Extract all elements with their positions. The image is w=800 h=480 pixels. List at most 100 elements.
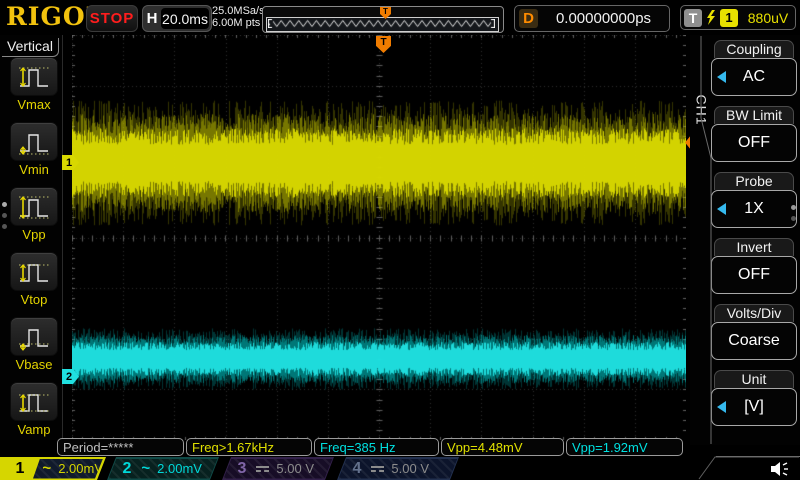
waveform-display: [72, 35, 686, 440]
sidebar-item-vpp[interactable]: Vpp: [10, 187, 58, 242]
run-stop-status[interactable]: STOP: [86, 5, 138, 32]
channel-number-cell: 1: [0, 458, 40, 479]
ac-coupling-icon: ~: [141, 459, 151, 477]
sample-rate: 25.0MSa/s: [212, 5, 265, 17]
sidebar-item-vmin[interactable]: Vmin: [10, 122, 58, 177]
menu-item-bw-limit: BW Limit OFF: [711, 106, 797, 162]
channel-number: 3: [237, 459, 247, 477]
beeper-area: [716, 456, 800, 480]
menu-item-title: Invert: [714, 238, 794, 256]
preview-wave: [268, 19, 495, 28]
measurement-slot-2[interactable]: Freq>1.67kHz: [186, 438, 312, 456]
menu-item-value: 1X: [744, 200, 764, 217]
channel-scale: 2.00mV: [157, 461, 202, 476]
sidebar-item-label: Vtop: [20, 292, 48, 307]
measurement-slot-3[interactable]: Freq=385 Hz: [314, 438, 439, 456]
trigger-label: T: [684, 8, 702, 27]
channel-2-badge[interactable]: 2 ~2.00mV: [107, 457, 219, 480]
trigger-source-badge: 1: [720, 8, 738, 27]
left-menu-panel: [0, 35, 63, 440]
menu-item-unit: Unit [V]: [711, 370, 797, 426]
menu-item-value: OFF: [738, 134, 770, 151]
channel-4-badge-body: 4 5.00 V: [338, 458, 458, 479]
delay-box[interactable]: D 0.00000000ps: [514, 5, 670, 32]
left-arrow-icon: [717, 401, 726, 413]
vmax-icon: [17, 62, 51, 92]
channel-1-badge[interactable]: 1 ~2.00mV: [0, 457, 106, 480]
sidebar-item-vamp[interactable]: Vamp: [10, 382, 58, 437]
sidebar-item-vbase[interactable]: Vbase: [10, 317, 58, 372]
trigger-position-marker: T: [376, 36, 391, 53]
delay-value: 0.00000000ps: [555, 10, 652, 27]
timebase-value: 20.0ms: [161, 8, 209, 29]
sidebar-item-vmax[interactable]: Vmax: [10, 57, 58, 112]
vbase-icon: [17, 322, 51, 352]
page-indicator-dot: [2, 213, 7, 218]
trigger-edge-icon: [707, 9, 715, 25]
menu-item-value: AC: [742, 68, 766, 85]
menu-item-title: BW Limit: [714, 106, 794, 124]
dc-coupling-icon: [371, 465, 385, 472]
trigger-level-value: 880uV: [747, 9, 789, 26]
left-arrow-icon: [717, 71, 726, 83]
page-indicator-dot: [2, 224, 7, 229]
channel-scale: 2.00mV: [58, 461, 103, 476]
vpp-button[interactable]: [10, 187, 58, 226]
vamp-icon: [17, 387, 51, 417]
menu-item-value-button[interactable]: OFF: [711, 124, 797, 162]
channel-1-badge-body: 1 ~2.00mV: [0, 458, 103, 479]
page-indicator-dot: [2, 202, 7, 207]
menu-item-value: OFF: [738, 266, 770, 283]
channel-3-badge-body: 3 5.00 V: [223, 458, 333, 479]
horizontal-timebase-box[interactable]: H 20.0ms: [142, 5, 212, 32]
sidebar-item-label: Vamp: [17, 422, 51, 437]
channel-number: 4: [352, 459, 362, 477]
channel-3-badge[interactable]: 3 5.00 V: [222, 457, 334, 480]
vbase-button[interactable]: [10, 317, 58, 356]
menu-item-coupling: Coupling AC: [711, 40, 797, 96]
channel-4-badge[interactable]: 4 5.00 V: [337, 457, 459, 480]
acquisition-info: 25.0MSa/s 6.00M pts: [212, 5, 265, 29]
menu-item-title: Volts/Div: [714, 304, 794, 322]
channel-scale: 5.00 V: [276, 461, 314, 476]
measurement-slot-4[interactable]: Vpp=4.48mV: [441, 438, 564, 456]
page-indicator-dot: [791, 205, 796, 210]
channel-2-badge-body: 2 ~2.00mV: [108, 458, 218, 479]
delay-label: D: [519, 9, 538, 28]
vtop-button[interactable]: [10, 252, 58, 291]
trigger-info-box[interactable]: T 1 880uV: [680, 5, 796, 30]
page-indicator-dot: [791, 216, 796, 221]
menu-item-value-button[interactable]: OFF: [711, 256, 797, 294]
dc-coupling-icon: [256, 465, 270, 472]
menu-item-value: [V]: [744, 398, 764, 415]
speaker-icon: [771, 462, 788, 476]
menu-item-invert: Invert OFF: [711, 238, 797, 294]
measurement-slot-5[interactable]: Vpp=1.92mV: [566, 438, 683, 456]
left-menu-title: Vertical: [2, 38, 59, 57]
sidebar-item-label: Vmax: [17, 97, 51, 112]
ac-coupling-icon: ~: [42, 459, 52, 477]
menu-item-title: Coupling: [714, 40, 794, 58]
menu-item-value-button[interactable]: AC: [711, 58, 797, 96]
menu-channel-tab: CH1: [693, 94, 710, 126]
menu-item-volts-div: Volts/Div Coarse: [711, 304, 797, 360]
menu-item-value-button[interactable]: [V]: [711, 388, 797, 426]
menu-item-value-button[interactable]: Coarse: [711, 322, 797, 360]
menu-item-value-button[interactable]: 1X: [711, 190, 797, 228]
vtop-icon: [17, 257, 51, 287]
menu-item-title: Unit: [714, 370, 794, 388]
sidebar-item-label: Vpp: [22, 227, 46, 242]
vamp-button[interactable]: [10, 382, 58, 421]
memory-depth: 6.00M pts: [212, 17, 261, 29]
sidebar-item-label: Vbase: [15, 357, 53, 372]
vmin-icon: [17, 127, 51, 157]
measurement-slot-1[interactable]: Period=*****: [57, 438, 184, 456]
sidebar-item-vtop[interactable]: Vtop: [10, 252, 58, 307]
channel-scale: 5.00 V: [391, 461, 429, 476]
channel1-zero-marker: 1: [62, 155, 79, 170]
vmin-button[interactable]: [10, 122, 58, 161]
horizontal-label: H: [146, 10, 158, 27]
vmax-button[interactable]: [10, 57, 58, 96]
menu-item-value: Coarse: [728, 332, 780, 349]
